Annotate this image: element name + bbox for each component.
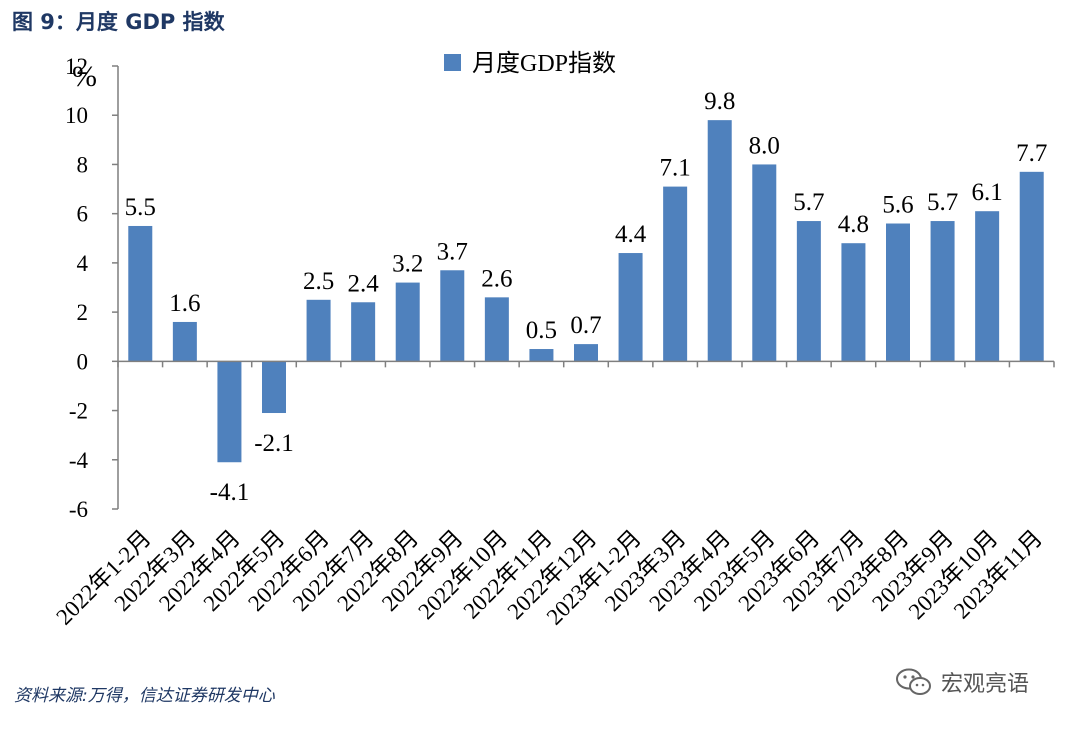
data-label: 1.6: [169, 290, 200, 317]
data-label: 0.5: [526, 317, 557, 344]
data-label: 5.5: [125, 194, 156, 221]
data-label: 5.7: [927, 189, 958, 216]
bar: [796, 221, 821, 362]
legend-swatch: [444, 54, 461, 71]
bar: [574, 344, 598, 362]
y-tick-label: 4: [77, 251, 89, 276]
wechat-icon: [896, 668, 931, 695]
source-note: 资料来源:万得，信达证券研发中心: [14, 686, 275, 706]
y-tick-label: 10: [65, 103, 88, 128]
data-label: 5.7: [793, 189, 824, 216]
data-label: -4.1: [210, 479, 250, 506]
figure-title: 图 9：月度 GDP 指数: [12, 10, 225, 34]
y-tick-label: 8: [77, 152, 89, 177]
y-tick-label: 2: [77, 300, 89, 325]
bar: [217, 361, 242, 463]
data-label: 5.6: [882, 192, 913, 219]
bar: [306, 299, 331, 362]
bar: [529, 349, 554, 362]
data-label: 9.8: [704, 88, 735, 115]
bar: [663, 186, 688, 362]
legend-label: 月度GDP指数: [472, 50, 616, 77]
data-label: 3.7: [437, 238, 468, 265]
bar: [1019, 171, 1044, 362]
bar: [618, 253, 643, 362]
y-tick-label: -4: [69, 448, 89, 473]
y-tick-label: 0: [77, 349, 89, 374]
data-label: 2.5: [303, 268, 334, 295]
data-label: 4.8: [838, 211, 869, 238]
bar: [752, 164, 777, 362]
watermark-text: 宏观亮语: [941, 672, 1030, 697]
bar: [262, 361, 286, 414]
bar: [484, 297, 509, 362]
bar: [440, 270, 465, 362]
y-tick-label: 12: [65, 54, 88, 79]
data-label: 7.7: [1016, 140, 1047, 167]
bar: [128, 225, 153, 362]
bar: [886, 223, 910, 362]
data-label: 7.1: [660, 155, 691, 182]
bar: [395, 282, 420, 362]
bar: [841, 243, 866, 362]
y-tick-label: -2: [69, 399, 88, 424]
y-tick-label: 6: [77, 202, 89, 227]
bar: [351, 302, 376, 362]
bar: [975, 211, 1000, 362]
data-label: 0.7: [570, 312, 601, 339]
y-tick-label: -6: [69, 497, 88, 522]
bar: [707, 120, 732, 362]
data-label: 6.1: [972, 179, 1003, 206]
data-label: 8.0: [749, 132, 780, 159]
data-label: 4.4: [615, 221, 647, 248]
bar: [172, 321, 197, 362]
watermark: 宏观亮语: [895, 666, 1029, 698]
data-label: 2.4: [348, 270, 380, 297]
data-label: 2.6: [481, 265, 512, 292]
y-axis-unit-label: %: [72, 60, 97, 93]
bar: [930, 221, 955, 362]
data-label: -2.1: [254, 430, 294, 457]
data-label: 3.2: [392, 251, 423, 278]
